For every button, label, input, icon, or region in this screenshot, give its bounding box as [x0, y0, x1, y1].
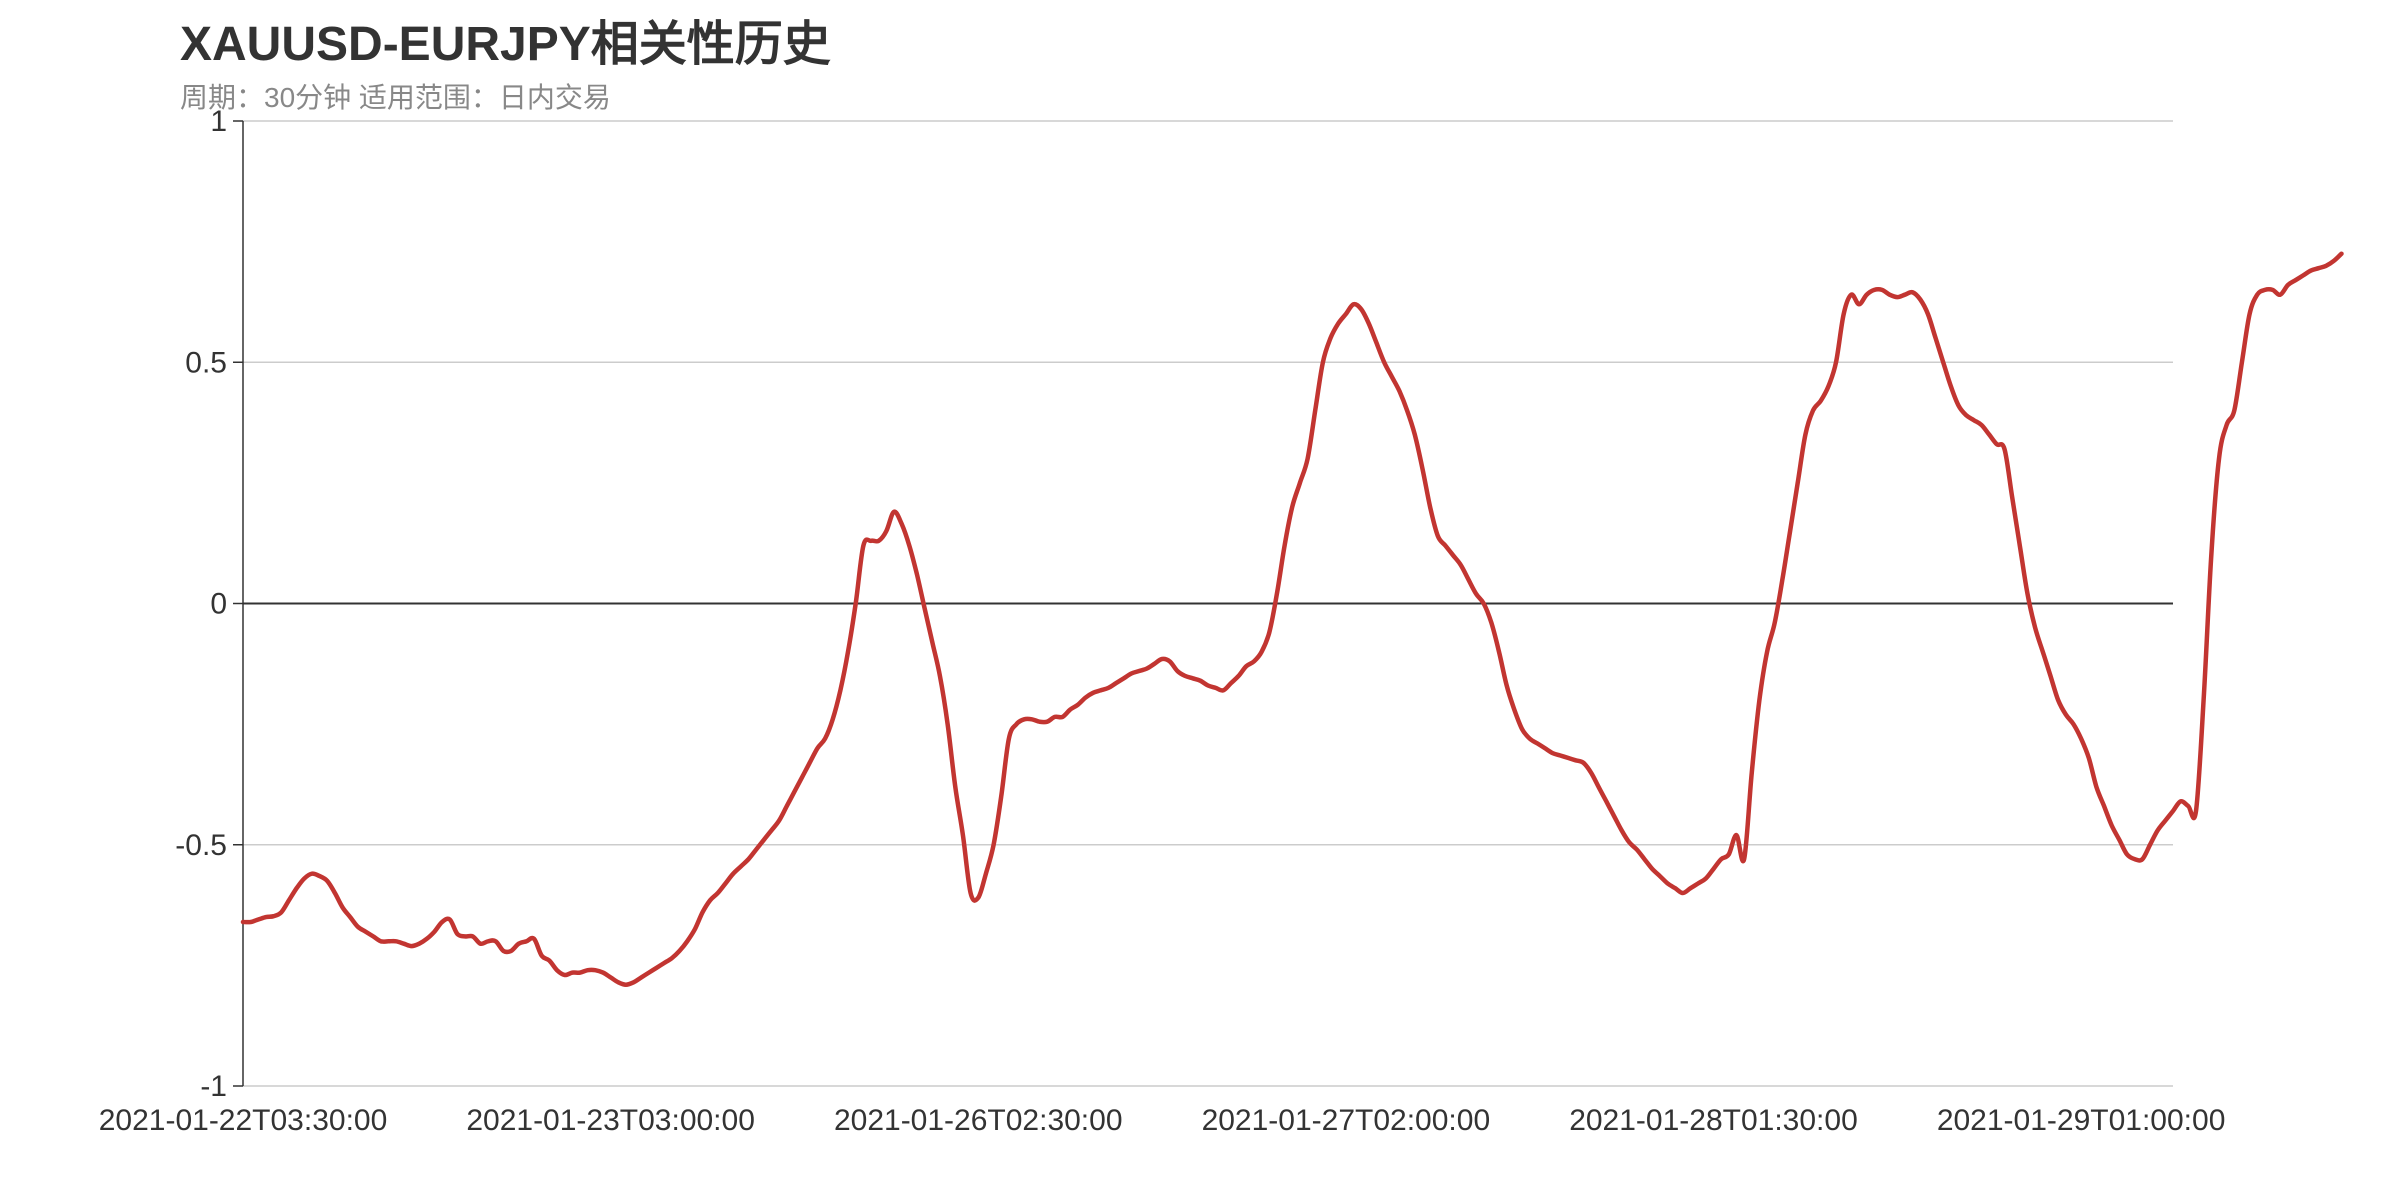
series-layer: [240, 251, 2344, 987]
axes: [233, 120, 244, 1087]
chart-subtitle: 周期：30分钟 适用范围：日内交易: [180, 82, 611, 113]
correlation-series-line: [240, 251, 2344, 987]
grid-lines: [243, 120, 2173, 1087]
chart-title: XAUUSD-EURJPY相关性历史: [180, 18, 831, 71]
y-tick-label: 1: [210, 105, 227, 138]
x-tick-label: 2021-01-23T03:00:00: [466, 1104, 755, 1137]
y-tick-label: -1: [200, 1070, 227, 1103]
x-tick-label: 2021-01-28T01:30:00: [1569, 1104, 1858, 1137]
x-tick-label: 2021-01-27T02:00:00: [1202, 1104, 1491, 1137]
y-tick-label: -0.5: [175, 829, 227, 862]
x-tick-label: 2021-01-29T01:00:00: [1937, 1104, 2226, 1137]
y-tick-label: 0.5: [185, 346, 227, 379]
x-tick-label: 2021-01-22T03:30:00: [99, 1104, 388, 1137]
x-tick-label: 2021-01-26T02:30:00: [834, 1104, 1123, 1137]
y-tick-label: 0: [210, 588, 227, 621]
